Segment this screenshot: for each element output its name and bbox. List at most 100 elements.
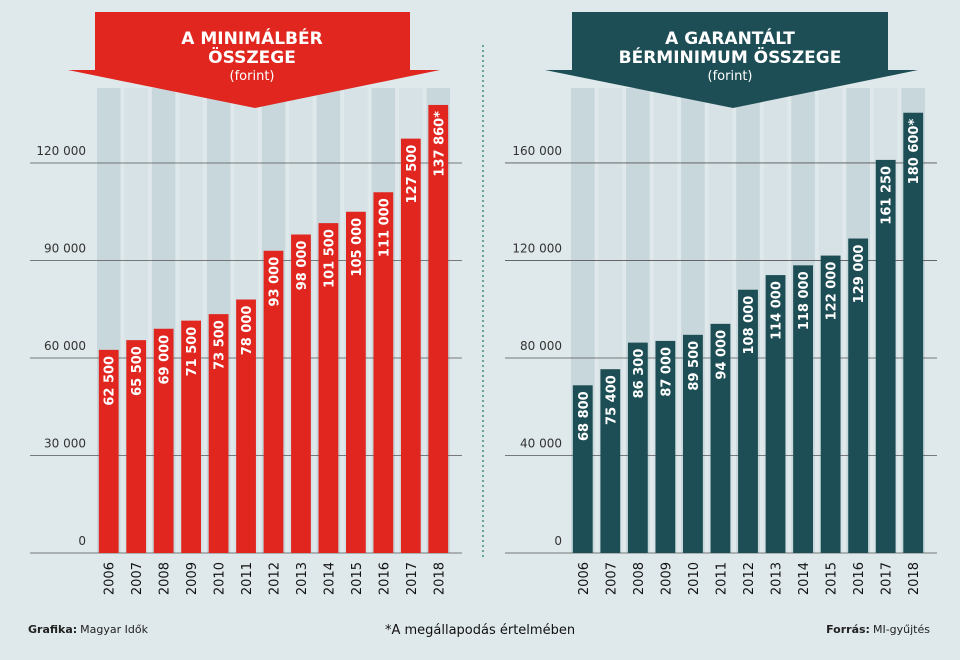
y-tick-label: 90 000 [44,242,86,256]
bar [627,342,648,553]
value-label: 69 000 [158,335,173,385]
x-tick-label: 2015 [350,562,365,595]
value-label: 127 500 [405,145,420,204]
bar [655,340,676,553]
title-banner [68,12,440,108]
x-tick-label: 2014 [322,562,337,595]
chart-subtitle: (forint) [229,69,275,84]
bar [765,275,786,553]
bar [153,328,174,553]
y-tick-label: 30 000 [44,437,86,451]
y-tick-label: 120 000 [36,144,86,158]
y-tick-label: 60 000 [44,339,86,353]
value-label: 87 000 [659,347,674,397]
value-label: 62 500 [103,356,118,406]
bar [600,369,621,553]
value-label: 122 000 [825,262,840,321]
x-tick-label: 2018 [432,562,447,595]
bar [820,255,841,553]
value-label: 75 400 [604,375,619,425]
bar [848,238,869,553]
y-tick-label: 120 000 [512,241,562,255]
y-tick-label: 160 000 [512,144,562,158]
value-label: 86 300 [632,349,647,399]
bar [793,265,813,553]
x-tick-label: 2011 [714,562,729,595]
bar [738,289,758,553]
bar [710,323,731,553]
value-label: 68 800 [577,391,592,441]
bar [903,112,924,553]
title-banner [545,12,918,108]
value-label: 114 000 [770,281,785,340]
x-tick-label: 2013 [770,562,785,595]
value-label: 118 000 [797,271,812,330]
x-tick-label: 2014 [797,562,812,595]
value-label: 93 000 [268,257,283,307]
chart-title: A GARANTÁLT BÉRMINIMUM ÖSSZEGE [618,29,842,68]
value-label: 78 000 [240,306,255,356]
bar [291,234,311,553]
value-label: 73 500 [213,320,228,370]
bar [263,250,284,553]
x-tick-label: 2010 [687,562,702,595]
x-tick-label: 2009 [659,562,674,595]
bar [318,223,339,553]
x-tick-label: 2007 [130,562,145,595]
value-label: 111 000 [377,198,392,257]
value-label: 108 000 [742,296,757,355]
bar [400,138,421,553]
source-text: MI-gyűjtés [873,623,930,636]
x-tick-label: 2018 [907,562,922,595]
value-label: 71 500 [185,327,200,377]
bar [373,192,394,553]
bar [126,340,147,553]
value-label: 105 000 [350,218,365,277]
y-tick-label: 80 000 [520,339,562,353]
value-label: 161 250 [880,166,895,225]
x-tick-label: 2012 [742,562,757,595]
x-tick-label: 2011 [240,562,255,595]
value-label: 98 000 [295,241,310,291]
credit: Grafika: Magyar Idők [28,623,149,636]
chart-title: A MINIMÁLBÉR ÖSSZEGE [181,29,323,68]
chart-subtitle: (forint) [707,69,753,84]
y-tick-label: 40 000 [520,436,562,450]
x-tick-label: 2010 [213,562,228,595]
value-label: 129 000 [852,245,867,304]
x-tick-label: 2009 [185,562,200,595]
bar [98,349,119,553]
x-tick-label: 2008 [158,562,173,595]
y-tick-label: 0 [554,534,562,548]
value-label: 89 500 [687,341,702,391]
bar [428,104,449,553]
y-tick-label: 0 [78,534,86,548]
x-tick-label: 2006 [103,562,118,595]
value-label: 180 600* [907,119,922,185]
x-tick-label: 2007 [604,562,619,595]
bar [208,314,229,553]
bar [236,299,256,553]
x-tick-label: 2016 [852,562,867,595]
bar [572,385,593,553]
source-label: Forrás: [826,623,870,636]
x-tick-label: 2006 [577,562,592,595]
value-label: 137 860* [432,111,447,177]
x-tick-label: 2017 [405,562,420,595]
bar [181,320,202,553]
value-label: 101 500 [322,229,337,288]
x-tick-label: 2008 [632,562,647,595]
x-tick-label: 2015 [825,562,840,595]
value-label: 94 000 [714,330,729,380]
x-tick-label: 2012 [268,562,283,595]
credit-text: Magyar Idők [80,623,148,636]
value-label: 65 500 [130,346,145,396]
bar [875,159,896,553]
footnote: *A megállapodás értelmében [385,623,575,638]
bar [683,334,703,553]
x-tick-label: 2013 [295,562,310,595]
x-tick-label: 2016 [377,562,392,595]
credit-label: Grafika: [28,623,77,636]
